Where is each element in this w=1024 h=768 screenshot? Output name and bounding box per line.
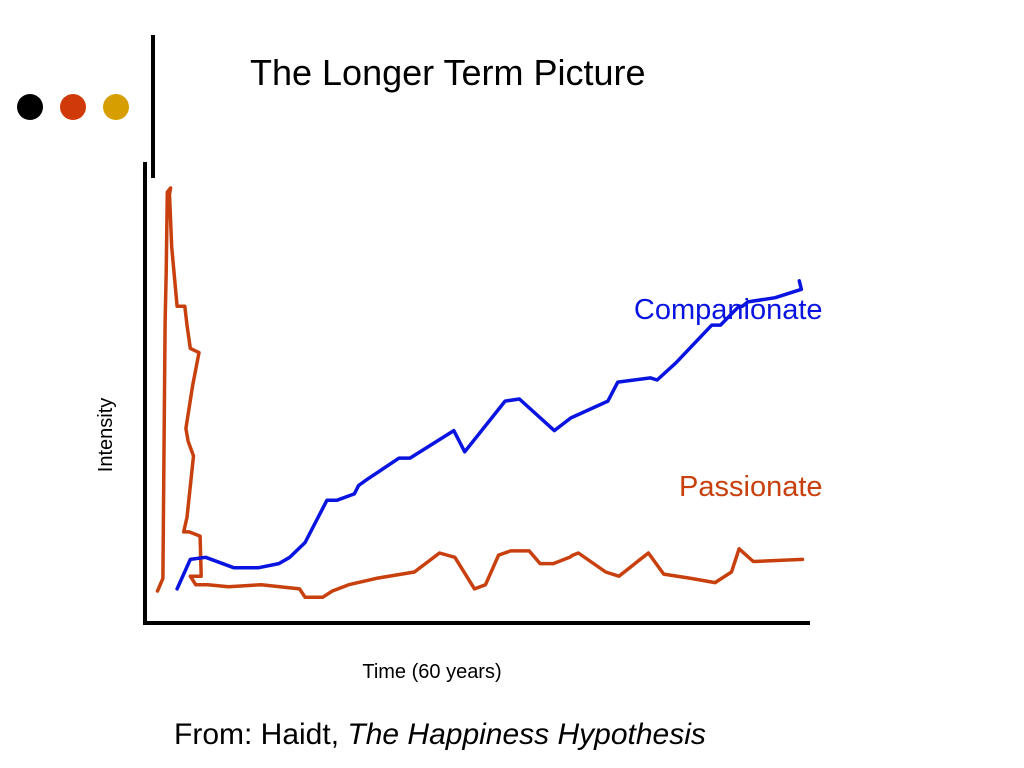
passionate-series-label: Passionate — [679, 471, 823, 503]
source-prefix: From: Haidt, — [174, 718, 348, 751]
series-layer: Passionate Companionate — [155, 186, 823, 600]
book-title: The Happiness Hypothesis — [347, 718, 706, 751]
companionate-series-line — [175, 279, 804, 591]
x-axis-label: Time (60 years) — [362, 661, 501, 683]
passionate-series-line — [155, 186, 805, 600]
slide-title: The Longer Term Picture — [250, 52, 646, 93]
source-citation: From: Haidt, The Happiness Hypothesis — [174, 718, 706, 752]
decor-dot-gold — [103, 94, 129, 120]
title-divider — [151, 35, 155, 178]
y-axis-label: Intensity — [95, 398, 117, 472]
decor-dot-red — [60, 94, 86, 120]
companionate-series-label: Companionate — [634, 294, 823, 326]
decor-dot-black — [17, 94, 43, 120]
